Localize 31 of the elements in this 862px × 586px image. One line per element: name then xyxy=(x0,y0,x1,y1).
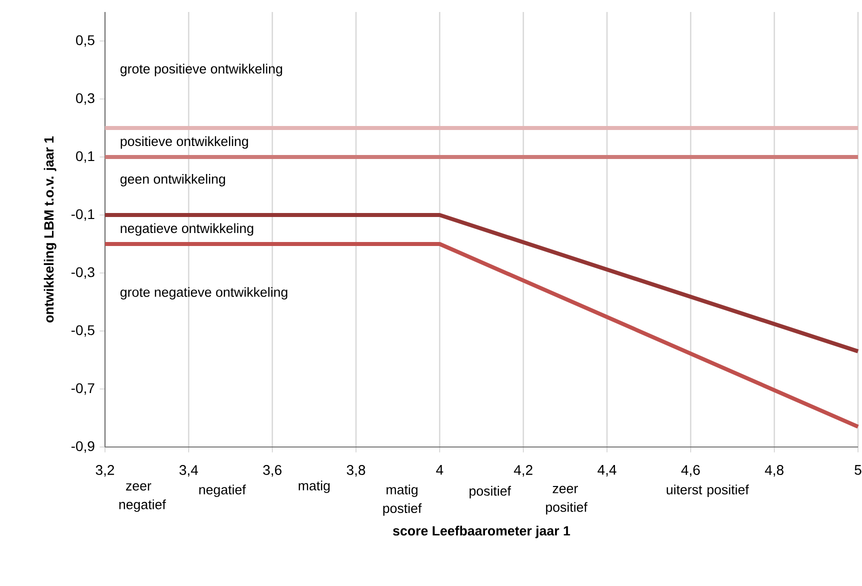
text: uiterst positief xyxy=(666,484,749,498)
y-tick-label: -0,7 xyxy=(71,383,94,395)
text: positief xyxy=(470,486,512,498)
y-tick-label: 0,1 xyxy=(76,151,94,163)
x-tick-label: 4,2 xyxy=(514,465,532,477)
y-tick-label: 0,5 xyxy=(76,35,94,47)
x-tick-label: 3,6 xyxy=(263,465,282,477)
x-tick-label: 5 xyxy=(854,465,862,475)
x-tick-label: 3,4 xyxy=(179,465,198,477)
x-tick-label: 4,6 xyxy=(681,465,700,477)
annotation: grote positieve ontwikkeling xyxy=(120,64,282,76)
text: matig xyxy=(298,480,330,494)
x-tick-label: 4,8 xyxy=(764,465,784,477)
text: zeer positief xyxy=(546,486,588,515)
annotation: positieve ontwikkeling xyxy=(120,136,248,149)
x-tick-label: 3,2 xyxy=(96,465,114,477)
y-tick-label: -0,3 xyxy=(71,267,94,279)
x-axis-title: score Leefbaarometer jaar 1 xyxy=(393,526,570,538)
text: negatief xyxy=(199,484,246,498)
y-tick-label: 0,3 xyxy=(76,93,94,105)
annotation: geen ontwikkeling xyxy=(120,174,226,186)
text: zeer negatief xyxy=(119,483,166,512)
x-tick-label: 4,4 xyxy=(598,465,616,476)
annotation: grote negatieve ontwikkeling xyxy=(120,287,288,300)
y-tick-label: -0,1 xyxy=(71,209,94,221)
annotation: negatieve ontwikkeling xyxy=(120,223,254,236)
y-tick-label: -0,5 xyxy=(71,325,94,337)
x-tick-label: 4 xyxy=(436,465,444,475)
y-tick-label: -0,9 xyxy=(71,441,94,453)
y-axis-title: ontwikkeling LBM t.o.v. jaar 1 xyxy=(44,136,56,322)
x-tick-label: 3,8 xyxy=(346,465,366,477)
